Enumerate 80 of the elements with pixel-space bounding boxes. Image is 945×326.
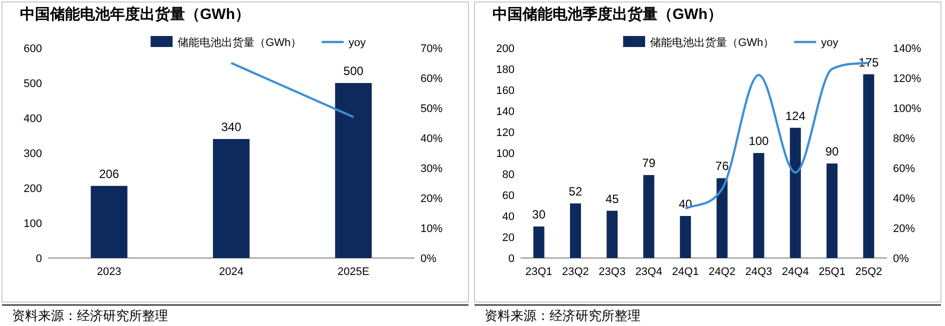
data-label: 340 [221,120,242,134]
y2-tick-label: 100% [893,103,922,115]
y-tick-label: 60 [502,190,514,202]
x-tick-label: 23Q4 [635,266,662,278]
text: 资料来源：经济研究所整理 [12,308,168,323]
y2-tick-label: 50% [420,103,443,115]
x-tick-label: 24Q3 [745,266,772,278]
data-label: 30 [532,208,546,222]
y2-tick-label: 40% [893,193,916,205]
bar [606,210,618,258]
data-label: 76 [715,159,730,174]
bar [335,83,372,258]
x-tick-label: 25Q1 [818,266,846,278]
x-tick-label: 24Q2 [708,266,736,278]
y-tick-label: 200 [496,43,514,55]
y2-tick-label: 60% [420,73,443,85]
y-tick-label: 600 [24,43,42,55]
y2-tick-label: 70% [420,43,443,55]
data-label: 79 [642,156,656,170]
y-tick-label: 200 [24,183,42,195]
y-tick-label: 180 [496,64,514,76]
bar [863,74,874,258]
y-tick-label: 160 [496,85,514,97]
y-tick-label: 120 [496,127,514,139]
y-tick-label: 0 [36,253,42,265]
y-tick-label: 140 [496,106,514,118]
y2-tick-label: 140% [893,43,922,55]
data-label: 124 [785,108,806,123]
y-tick-label: 20 [502,232,514,244]
text: 资料来源：经济研究所整理 [484,308,640,323]
y2-tick-label: 80% [893,133,916,145]
legend-label: yoy [348,37,366,49]
y-tick-label: 100 [24,218,42,230]
bar [826,164,838,258]
x-tick-label: 23Q3 [598,266,626,278]
data-label: 175 [858,55,880,70]
legend-label: 储能电池出货量（GWh） [178,36,302,49]
bar [90,186,128,258]
y-tick-label: 0 [508,253,514,265]
y2-tick-label: 20% [420,193,443,205]
y-tick-label: 400 [24,113,42,125]
y2-tick-label: 0% [420,253,437,265]
y-tick-label: 80 [502,169,514,181]
y2-tick-label: 10% [420,223,443,235]
data-label: 100 [748,134,770,148]
data-label: 52 [568,184,582,198]
x-tick-label: 2025E [338,266,370,278]
bar [790,128,801,258]
chart-title: 中国储能电池季度出货量（GWh） [492,5,722,23]
bar [212,139,250,258]
chart-title: 中国储能电池年度出货量（GWh） [20,5,250,23]
y2-tick-label: 20% [893,223,916,235]
y-tick-label: 40 [502,211,514,223]
bar [716,178,728,258]
legend-label: 储能电池出货量（GWh） [650,36,774,49]
y-tick-label: 500 [24,78,42,90]
data-label: 206 [99,166,120,181]
x-tick-label: 24Q1 [672,266,699,278]
x-tick-label: 2024 [219,266,244,278]
bar [680,216,691,258]
y2-tick-label: 0% [893,253,910,265]
y2-tick-label: 120% [893,73,922,85]
x-tick-label: 24Q4 [782,266,809,278]
y-tick-label: 300 [24,148,42,160]
y-tick-label: 100 [496,148,514,160]
data-label: 90 [825,144,840,158]
bar [533,226,544,258]
x-tick-label: 23Q2 [562,266,589,278]
y2-tick-label: 40% [420,133,443,145]
bar [753,153,764,258]
bar [643,175,654,258]
data-label: 45 [605,192,620,206]
x-tick-label: 2023 [96,266,122,278]
y2-tick-label: 30% [420,163,443,175]
legend-label: yoy [821,37,839,49]
bar [570,203,581,258]
x-tick-label: 23Q1 [525,266,552,278]
data-label: 500 [343,64,364,78]
y2-tick-label: 60% [893,163,916,175]
x-tick-label: 25Q2 [855,266,882,278]
